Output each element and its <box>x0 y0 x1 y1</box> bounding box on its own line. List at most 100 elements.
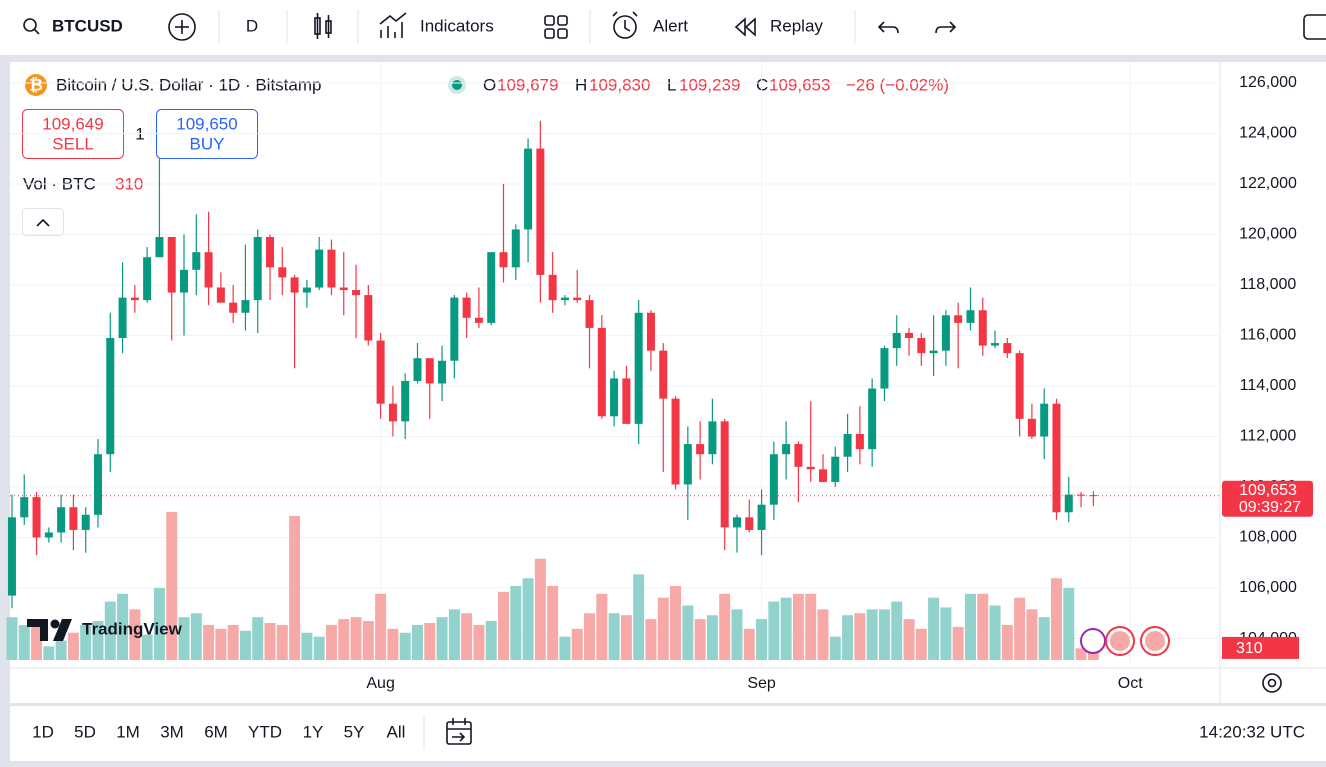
candle-body <box>597 327 606 417</box>
candle-body <box>831 456 840 482</box>
volume-bar <box>977 593 989 660</box>
volume-bar <box>817 609 829 660</box>
candle-body <box>880 348 889 389</box>
candle-body <box>732 517 741 528</box>
interval[interactable]: D <box>246 16 258 35</box>
volume-bar <box>448 609 460 660</box>
collapse-button[interactable] <box>22 208 64 236</box>
volume-bar <box>387 628 399 660</box>
volume-bar <box>964 593 976 660</box>
volume-bar <box>215 628 227 660</box>
candle-body <box>118 297 127 339</box>
candle-body <box>241 300 250 313</box>
period-button[interactable]: 1Y <box>303 722 324 741</box>
volume-bar <box>92 621 104 660</box>
y-tick-label: 126,000 <box>1239 74 1297 91</box>
candle-body <box>1027 418 1036 437</box>
volume-bar <box>375 593 387 660</box>
volume-bar <box>756 619 768 660</box>
period-button[interactable]: 1M <box>116 722 140 741</box>
candle-body <box>1052 403 1061 513</box>
candle-body <box>536 148 545 275</box>
volume-bar <box>768 601 780 660</box>
indicators-button[interactable]: Indicators <box>379 12 494 38</box>
market-status-dot <box>452 80 462 90</box>
price-tag-label: 109,653 <box>1239 482 1297 499</box>
volume-bar <box>547 586 559 660</box>
add-symbol[interactable] <box>168 13 196 41</box>
volume-bar <box>1014 597 1026 660</box>
candle-body <box>69 507 78 530</box>
period-button[interactable]: All <box>387 722 406 741</box>
volume-bar <box>952 626 964 660</box>
volume-bar <box>485 621 497 660</box>
volume-bar <box>264 623 276 660</box>
candle-body <box>573 297 582 301</box>
symbol[interactable]: BTCUSD <box>52 16 123 35</box>
volume-bar <box>989 605 1001 660</box>
alert-button[interactable]: Alert <box>612 11 688 39</box>
volume-bar <box>903 619 915 660</box>
layouts[interactable] <box>544 15 568 39</box>
replay-button[interactable]: Replay <box>734 16 823 37</box>
candle-body <box>782 444 791 455</box>
volume-bar <box>473 624 485 660</box>
symbol-search[interactable]: BTCUSD <box>23 16 123 35</box>
volume-bar <box>31 626 43 660</box>
indicators-label[interactable]: Indicators <box>420 16 494 35</box>
sell-button[interactable]: 109,649 SELL <box>22 109 124 159</box>
buy-button[interactable]: 109,650 BUY <box>156 109 258 159</box>
ohlc-c: C <box>756 75 768 94</box>
candle-body <box>204 252 213 288</box>
volume-bar <box>362 621 374 660</box>
candle-body <box>769 454 778 505</box>
candle-body <box>560 297 569 301</box>
candle-body <box>253 237 262 301</box>
redo[interactable] <box>935 21 957 34</box>
fullscreen[interactable] <box>1303 14 1326 40</box>
buy-label[interactable]: BUY <box>190 134 225 153</box>
candle-body <box>929 350 938 354</box>
volume-bar <box>633 574 645 660</box>
period-button[interactable]: 5D <box>74 722 96 741</box>
period-button[interactable]: 5Y <box>344 722 365 741</box>
volume-bar <box>805 593 817 660</box>
candle-body <box>167 237 176 293</box>
replay-label[interactable]: Replay <box>770 16 823 35</box>
candle-body <box>671 398 680 485</box>
candle-body <box>745 517 754 530</box>
volume-bar <box>178 617 190 660</box>
period-button[interactable]: 6M <box>204 722 228 741</box>
candle-body <box>1077 494 1086 496</box>
countdown: 09:39:27 <box>1239 499 1301 516</box>
candle-body <box>192 252 201 270</box>
candle-body <box>585 300 594 328</box>
period-button[interactable]: 1D <box>32 722 54 741</box>
candle-body <box>364 295 373 341</box>
events[interactable] <box>1080 626 1170 656</box>
candle-body <box>499 252 508 268</box>
sell-price[interactable]: 109,649 <box>42 114 103 133</box>
undo[interactable] <box>877 21 899 34</box>
candle-body <box>376 340 385 404</box>
volume-bar <box>411 624 423 660</box>
candle-body <box>487 252 496 323</box>
buy-price[interactable]: 109,650 <box>176 114 237 133</box>
candle-body <box>143 257 152 301</box>
periods: 1D 5D 1M 3M 6M YTD 1Y 5Y All <box>32 722 405 741</box>
period-button[interactable]: YTD <box>248 722 282 741</box>
settings[interactable] <box>1262 673 1282 693</box>
date-range[interactable] <box>446 718 472 745</box>
plot: 104,000106,000108,000110,000112,000114,0… <box>6 62 1313 692</box>
y-tick-label: 108,000 <box>1239 529 1297 546</box>
period-button[interactable]: 3M <box>160 722 184 741</box>
candle-body <box>634 312 643 424</box>
watermark: TradingView <box>27 619 183 641</box>
alert-label[interactable]: Alert <box>653 16 688 35</box>
sell-label[interactable]: SELL <box>52 134 94 153</box>
candle-body <box>794 444 803 467</box>
chart-type[interactable] <box>314 13 332 39</box>
candle-body <box>683 444 692 485</box>
volume-bar <box>596 593 608 660</box>
candle-body <box>524 148 533 230</box>
